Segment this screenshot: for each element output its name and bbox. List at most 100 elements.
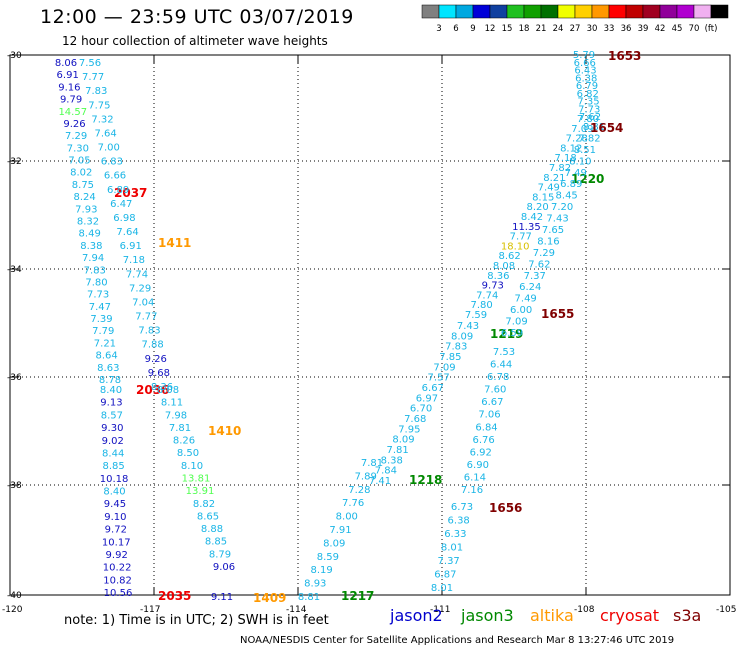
swh-value: 7.91 [329, 525, 351, 536]
map-subtitle: 12 hour collection of altimeter wave hei… [62, 34, 328, 48]
map-title: 12:00 — 23:59 UTC 03/07/2019 [40, 6, 354, 28]
colorbar-label: (ft) [705, 24, 718, 34]
swh-value: 9.02 [102, 436, 124, 447]
footer-note: note: 1) Time is in UTC; 2) SWH is in fe… [64, 613, 329, 628]
swh-value: 6.78 [487, 372, 509, 383]
swh-value: 8.12 [560, 143, 582, 154]
lat-label: -36 [7, 373, 22, 383]
swh-value: 7.37 [524, 271, 546, 282]
swh-value: 6.70 [410, 404, 432, 415]
swh-value: 6.66 [104, 171, 126, 182]
lat-label: -38 [7, 481, 22, 491]
swh-value: 8.20 [526, 202, 548, 213]
lon-label: -105 [716, 605, 736, 615]
swh-value: 7.16 [461, 485, 483, 496]
swh-value: 8.06 [55, 58, 77, 69]
colorbar-swatch [608, 4, 627, 19]
lat-label: -34 [7, 265, 22, 275]
swh-value: 8.42 [521, 212, 543, 223]
swh-value: 6.87 [434, 570, 456, 581]
swh-value: 8.40 [103, 487, 125, 498]
colorbar-label: 6 [453, 24, 458, 34]
swh-value: 6.38 [448, 516, 470, 527]
swh-value: 9.26 [145, 354, 167, 365]
colorbar-swatch [506, 4, 525, 19]
swh-value: 8.51 [574, 145, 596, 156]
colorbar-swatch [455, 4, 474, 19]
swh-value: 7.89 [355, 471, 377, 482]
colorbar-swatch [574, 4, 593, 19]
swh-value: 8.88 [201, 524, 223, 535]
swh-value: 9.10 [104, 512, 126, 523]
swh-value: 11.35 [512, 222, 541, 233]
pass-time-label: 2036 [136, 383, 169, 397]
swh-value: 7.28 [348, 485, 370, 496]
swh-value: 8.44 [102, 448, 124, 459]
swh-value: 6.44 [490, 360, 512, 371]
swh-value: 8.15 [532, 192, 554, 203]
swh-value: 7.84 [375, 466, 397, 477]
swh-value: 6.67 [481, 397, 503, 408]
swh-value: 7.49 [515, 294, 537, 305]
swh-value: 9.45 [104, 499, 126, 510]
swh-value: 7.75 [88, 100, 110, 111]
swh-value: 6.83 [101, 157, 123, 168]
swh-value: 5.79 [573, 50, 595, 61]
legend-cryosat: cryosat [600, 606, 660, 625]
colorbar-label: 12 [485, 24, 496, 34]
swh-value: 8.85 [102, 461, 124, 472]
swh-value: 7.47 [89, 302, 111, 313]
swh-value: 6.24 [519, 282, 541, 293]
swh-value: 7.81 [386, 445, 408, 456]
lon-label: -111 [430, 605, 450, 615]
swh-value: 7.49 [538, 183, 560, 194]
swh-value: 7.29 [65, 131, 87, 142]
swh-value: 7.88 [141, 340, 163, 351]
swh-value: 7.43 [546, 214, 568, 225]
swh-value: 8.09 [451, 331, 473, 342]
swh-value: 7.59 [465, 310, 487, 321]
swh-value: 7.09 [571, 124, 593, 135]
swh-value: 8.38 [80, 241, 102, 252]
swh-value: 8.81 [583, 122, 605, 133]
swh-value: 7.32 [91, 114, 113, 125]
credit-line: NOAA/NESDIS Center for Satellite Applica… [240, 635, 675, 646]
swh-value: 6.59 [501, 328, 523, 339]
pass-time-label: 1656 [489, 501, 522, 515]
plot-frame [9, 54, 731, 596]
colorbar-swatch [659, 4, 678, 19]
pass-time-label: 1653 [608, 49, 641, 63]
swh-value: 7.30 [67, 143, 89, 154]
swh-value: 7.81 [361, 458, 383, 469]
swh-value: 6.38 [575, 73, 597, 84]
lat-label: -30 [7, 51, 22, 61]
swh-value: 6.47 [110, 199, 132, 210]
colorbar-label: 45 [672, 24, 683, 34]
swh-value: 8.50 [177, 448, 199, 459]
swh-value: 7.83 [85, 86, 107, 97]
swh-value: 8.00 [336, 512, 358, 523]
swh-value: 6.00 [510, 305, 532, 316]
pass-time-label: 1409 [253, 591, 286, 605]
swh-value: 9.72 [105, 525, 127, 536]
swh-value: 8.16 [537, 236, 559, 247]
swh-value: 7.64 [95, 128, 117, 139]
colorbar-label: 24 [553, 24, 564, 34]
pass-time-label: 2035 [158, 589, 191, 603]
swh-value: 6.67 [422, 383, 444, 394]
swh-value: 7.73 [87, 290, 109, 301]
swh-value: 7.28 [566, 134, 588, 145]
swh-value: 6.82 [577, 89, 599, 100]
lon-label: -117 [140, 605, 160, 615]
swh-value: 8.81 [298, 592, 320, 603]
pass-time-label: 1654 [590, 121, 623, 135]
swh-value: 7.82 [549, 163, 571, 174]
swh-value: 8.08 [493, 261, 515, 272]
swh-value: 9.79 [60, 95, 82, 106]
swh-value: 8.49 [79, 229, 101, 240]
swh-value: 8.75 [72, 180, 94, 191]
swh-value: 7.77 [135, 312, 157, 323]
swh-value: 8.09 [323, 538, 345, 549]
swh-value: 7.80 [577, 114, 599, 125]
swh-value: 7.60 [484, 385, 506, 396]
